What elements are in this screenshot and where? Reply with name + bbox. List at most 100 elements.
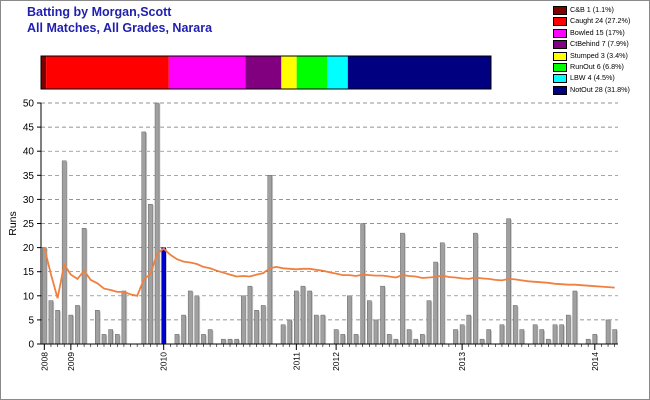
score-bar <box>360 223 365 345</box>
legend-label: C&B 1 (1.1%) <box>570 5 614 14</box>
legend-swatch <box>553 51 567 61</box>
score-bar <box>459 324 465 345</box>
x-tick-label: 2014 <box>590 352 600 371</box>
legend-swatch <box>553 85 567 95</box>
score-bar <box>393 338 399 345</box>
score-bar <box>154 102 160 345</box>
score-bar <box>539 329 545 345</box>
score-bar <box>572 290 578 345</box>
score-bar <box>108 329 113 345</box>
score-bar <box>605 319 611 345</box>
score-bar <box>420 334 425 345</box>
score-bar <box>300 285 306 345</box>
y-tick-label: 5 <box>28 315 34 326</box>
score-bar <box>400 232 405 345</box>
score-bar <box>234 338 239 345</box>
average-line <box>43 247 615 299</box>
x-tick-label: 2008 <box>39 352 49 371</box>
score-bar <box>260 305 266 345</box>
score-bar <box>413 338 419 345</box>
x-tick-label: 2013 <box>457 352 467 371</box>
dismissal-segment-stumped <box>281 56 297 89</box>
legend-swatch <box>553 6 567 15</box>
score-bar <box>486 329 491 345</box>
score-bar <box>121 290 127 345</box>
legend-item-stumped: Stumped 3 (3.4%) <box>553 51 645 62</box>
score-bar <box>406 329 412 345</box>
y-tick-label: 15 <box>23 267 35 278</box>
score-bar <box>466 314 472 345</box>
y-axis-label: Runs <box>7 211 19 236</box>
score-bar <box>433 261 438 345</box>
score-bar <box>453 329 458 345</box>
legend-label: RunOut 6 (6.8%) <box>570 61 624 71</box>
y-tick-label: 45 <box>23 123 35 134</box>
legend-item-runout: RunOut 6 (6.8%) <box>553 62 645 73</box>
score-bar <box>75 305 80 345</box>
score-bar <box>552 324 558 345</box>
score-bar <box>320 314 326 345</box>
score-bar <box>141 131 147 345</box>
score-bar <box>585 338 591 345</box>
dismissal-segment-ctbehind <box>245 56 282 89</box>
legend-item-lbw: LBW 4 (4.5%) <box>553 73 645 84</box>
score-bar <box>386 334 392 345</box>
score-bar <box>247 285 253 345</box>
score-bar <box>559 324 564 345</box>
score-bar <box>380 285 385 345</box>
score-bar <box>42 247 47 345</box>
score-bar <box>48 300 54 345</box>
score-bar <box>194 295 200 345</box>
legend-label: Stumped 3 (3.4%) <box>570 50 628 60</box>
score-bar <box>473 232 478 345</box>
y-tick-label: 0 <box>28 340 34 351</box>
score-bar <box>439 242 445 345</box>
score-bar <box>373 319 379 345</box>
score-bar <box>201 334 206 345</box>
score-bar <box>333 329 339 345</box>
legend-label: NotOut 28 (31.8%) <box>570 84 630 94</box>
dismissal-segment-cb <box>41 56 47 89</box>
score-bar <box>207 329 213 345</box>
x-tick-label: 2010 <box>159 352 169 371</box>
y-tick-label: 40 <box>23 147 35 158</box>
x-tick-label: 2011 <box>291 352 301 371</box>
score-bar <box>612 329 617 345</box>
score-bar <box>181 314 186 345</box>
legend: C&B 1 (1.1%) Caught 24 (27.2%) Bowled 15… <box>553 5 645 96</box>
dismissal-segment-runout <box>296 56 328 89</box>
score-bar <box>221 338 226 345</box>
score-bar <box>187 290 193 345</box>
score-bar <box>313 314 319 345</box>
legend-item-notout: NotOut 28 (31.8%) <box>553 85 645 96</box>
score-bar <box>61 160 67 345</box>
score-bar <box>267 175 273 345</box>
y-tick-label: 30 <box>23 195 35 206</box>
chart-subtitle: All Matches, All Grades, Narara <box>27 21 213 35</box>
score-bar <box>114 334 120 345</box>
y-tick-label: 20 <box>23 243 35 254</box>
dismissal-segment-bowled <box>168 56 246 89</box>
legend-item-cb: C&B 1 (1.1%) <box>553 5 645 16</box>
score-bar <box>174 334 180 345</box>
legend-swatch <box>553 62 567 72</box>
score-bar <box>479 338 485 345</box>
y-tick-label: 35 <box>23 171 35 182</box>
y-tick-label: 50 <box>23 99 35 110</box>
score-bar <box>340 334 346 345</box>
legend-swatch <box>553 28 567 38</box>
score-bar <box>512 305 518 345</box>
score-bar <box>68 314 74 345</box>
score-bar <box>506 218 511 345</box>
legend-swatch <box>553 40 567 50</box>
score-bar <box>519 329 525 345</box>
score-bar <box>294 290 299 345</box>
legend-item-ctbehind: CtBehind 7 (7.9%) <box>553 39 645 50</box>
legend-swatch <box>553 17 567 27</box>
score-bar <box>55 310 60 345</box>
chart-title: Batting by Morgan,Scott <box>27 5 172 19</box>
score-bar <box>347 295 352 345</box>
score-bar <box>307 290 312 345</box>
dismissal-segment-notout <box>347 56 491 89</box>
